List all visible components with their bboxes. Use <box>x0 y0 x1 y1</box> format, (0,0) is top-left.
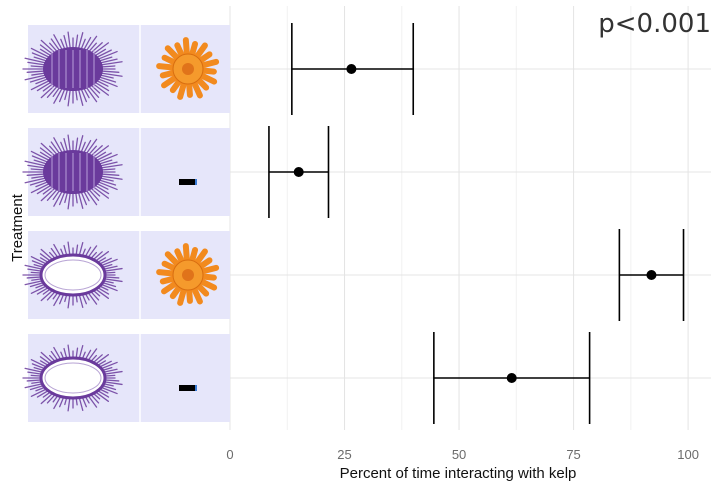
x-tick-label: 50 <box>452 447 466 462</box>
urchin-test-icon <box>22 241 123 309</box>
no-predator-icon <box>179 385 197 391</box>
error-bar <box>291 23 415 115</box>
x-tick-label: 25 <box>337 447 351 462</box>
x-axis-title: Percent of time interacting with kelp <box>340 465 577 482</box>
urchin-icon <box>22 31 123 107</box>
x-axis-ticks: 0 25 50 75 100 <box>226 447 699 462</box>
error-bar <box>433 332 591 424</box>
error-bars <box>268 23 685 424</box>
mean-point <box>506 373 517 383</box>
error-bar <box>618 229 685 321</box>
urchin-icon <box>22 134 123 210</box>
sea-star-icon <box>156 37 220 100</box>
x-tick-label: 0 <box>226 447 233 462</box>
error-bar <box>268 126 330 218</box>
mean-point <box>293 167 304 177</box>
no-predator-icon <box>179 179 197 185</box>
treatment-panel <box>22 25 230 113</box>
p-value-annotation: p<0.001 <box>598 9 711 39</box>
urchin-test-icon <box>22 344 123 412</box>
sea-star-icon <box>156 243 220 306</box>
mean-point <box>346 64 357 74</box>
x-tick-label: 75 <box>566 447 580 462</box>
treatment-panel <box>22 334 230 422</box>
mean-point <box>646 270 657 280</box>
treatment-panel <box>22 128 230 216</box>
treatment-panels <box>22 25 230 422</box>
x-tick-label: 100 <box>677 447 699 462</box>
treatment-panel <box>22 231 230 319</box>
y-axis-title: Treatment <box>9 193 26 262</box>
